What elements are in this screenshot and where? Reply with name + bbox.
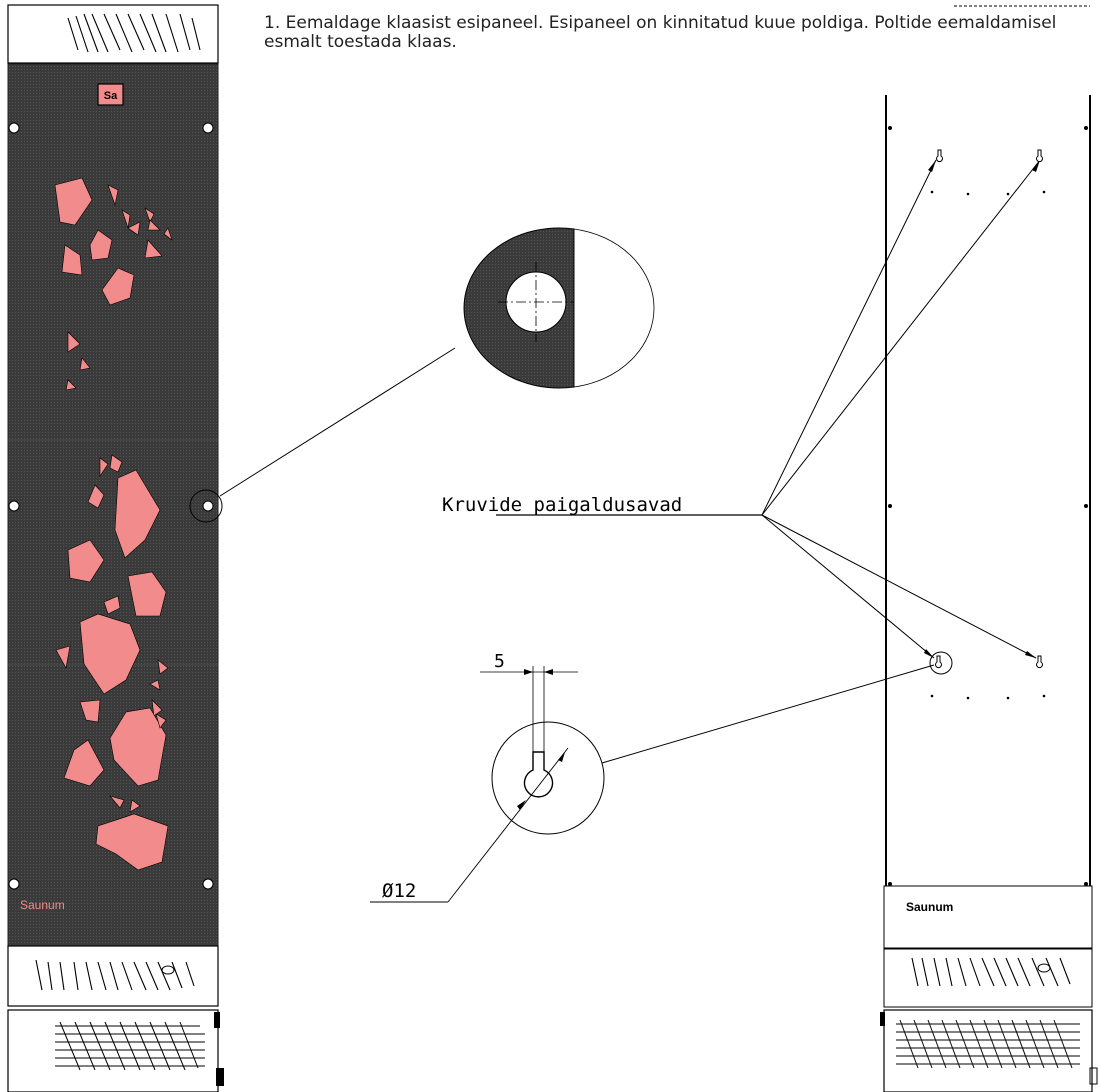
- front-bolt-holes: [8, 122, 214, 890]
- dimension-diameter-text: Ø12: [382, 880, 416, 902]
- logo-badge-text: Sa: [104, 90, 118, 102]
- stone-decoration: [54, 177, 173, 871]
- front-view: Sa: [7, 4, 224, 1092]
- bottom-bracket: [216, 1068, 224, 1086]
- bolt-hole: [202, 122, 214, 134]
- lower-grille-slats: [35, 959, 195, 991]
- lower-grille: [7, 945, 219, 1007]
- callout: Kruvide paigaldusavad: [442, 159, 1041, 659]
- back-keyholes: [935, 149, 1043, 669]
- instruction-text: 1. Eemaldage klaasist esipaneel. Esipane…: [264, 13, 1057, 52]
- keyhole: [935, 655, 942, 669]
- callout-label: Kruvide paigaldusavad: [442, 494, 682, 516]
- back-brand-box: [883, 885, 1093, 949]
- back-brand-text: Saunum: [906, 900, 953, 914]
- back-lower-grille: [883, 948, 1093, 1008]
- bottom-fan-grille: [7, 1009, 219, 1092]
- bolt-hole: [8, 500, 20, 512]
- keyhole-highlight: [929, 651, 953, 675]
- lower-grille-knob: [161, 965, 175, 975]
- keyhole: [936, 149, 943, 163]
- bolt-hole: [202, 878, 214, 890]
- bottom-bracket: [214, 1012, 220, 1028]
- logo-badge: [97, 83, 124, 106]
- bolt-hole: [202, 500, 214, 512]
- keyhole: [1036, 655, 1043, 669]
- bolt-hole-highlight: [189, 489, 223, 523]
- bolt-hole: [8, 122, 20, 134]
- keyhole-detail: 5 Ø12: [370, 651, 935, 903]
- dimension-width-text: 5: [494, 651, 505, 672]
- bolt-detail-zoom: [219, 227, 655, 497]
- front-brand-text: Saunum: [20, 898, 65, 912]
- bottom-fan-hatching: [55, 1021, 205, 1071]
- top-grille-slats: [67, 13, 201, 53]
- keyhole: [1036, 149, 1043, 163]
- bolt-hole: [8, 878, 20, 890]
- back-view: Saunum: [880, 5, 1098, 1092]
